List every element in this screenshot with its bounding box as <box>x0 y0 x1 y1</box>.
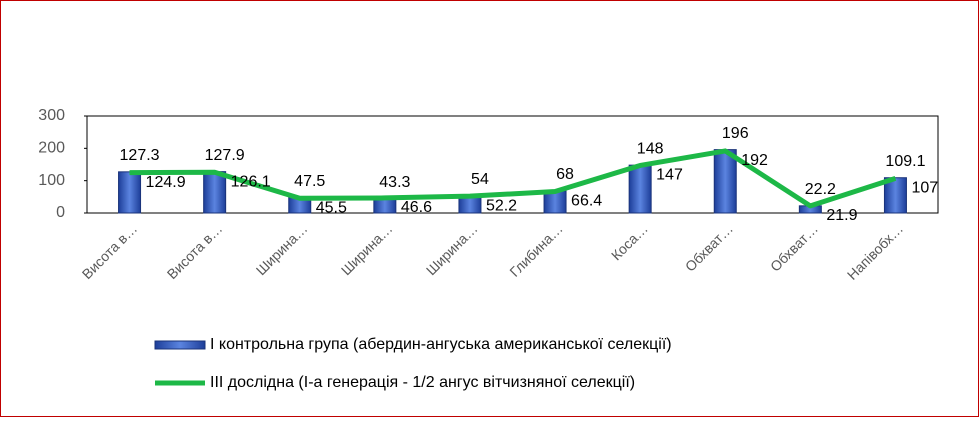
y-tick-label: 0 <box>56 204 65 221</box>
data-label: 148 <box>637 140 664 157</box>
data-label: 54 <box>471 171 489 188</box>
bar <box>203 171 227 214</box>
data-label: 21.9 <box>826 207 857 224</box>
bar <box>713 149 737 214</box>
data-label: 147 <box>656 167 683 184</box>
data-label: 46.6 <box>401 199 432 216</box>
legend-label: І контрольна група (абердин-ангуська аме… <box>210 336 672 353</box>
y-tick-label: 300 <box>38 107 65 124</box>
bar <box>628 164 652 214</box>
data-label: 68 <box>556 166 574 183</box>
legend-label: ІІІ дослідна (І-а генерація - 1/2 ангус … <box>210 374 635 391</box>
data-label: 192 <box>741 152 768 169</box>
plot-area <box>86 115 939 214</box>
data-label: 22.2 <box>805 181 836 198</box>
data-label: 43.3 <box>379 174 410 191</box>
line <box>129 148 897 209</box>
bar <box>118 171 142 214</box>
bar <box>373 198 397 214</box>
data-label: 47.5 <box>294 173 325 190</box>
data-label: 196 <box>722 125 749 142</box>
data-label: 66.4 <box>571 193 602 210</box>
legend-swatch <box>154 340 206 350</box>
data-label: 107 <box>911 180 938 197</box>
data-label: 109.1 <box>885 153 925 170</box>
data-label: 126.1 <box>231 173 271 190</box>
bar <box>883 177 907 214</box>
data-label: 127.9 <box>205 147 245 164</box>
data-label: 127.3 <box>120 147 160 164</box>
data-label: 52.2 <box>486 197 517 214</box>
data-label: 124.9 <box>146 174 186 191</box>
y-tick-label: 100 <box>38 172 65 189</box>
data-label: 45.5 <box>316 200 347 217</box>
y-tick-label: 200 <box>38 140 65 157</box>
